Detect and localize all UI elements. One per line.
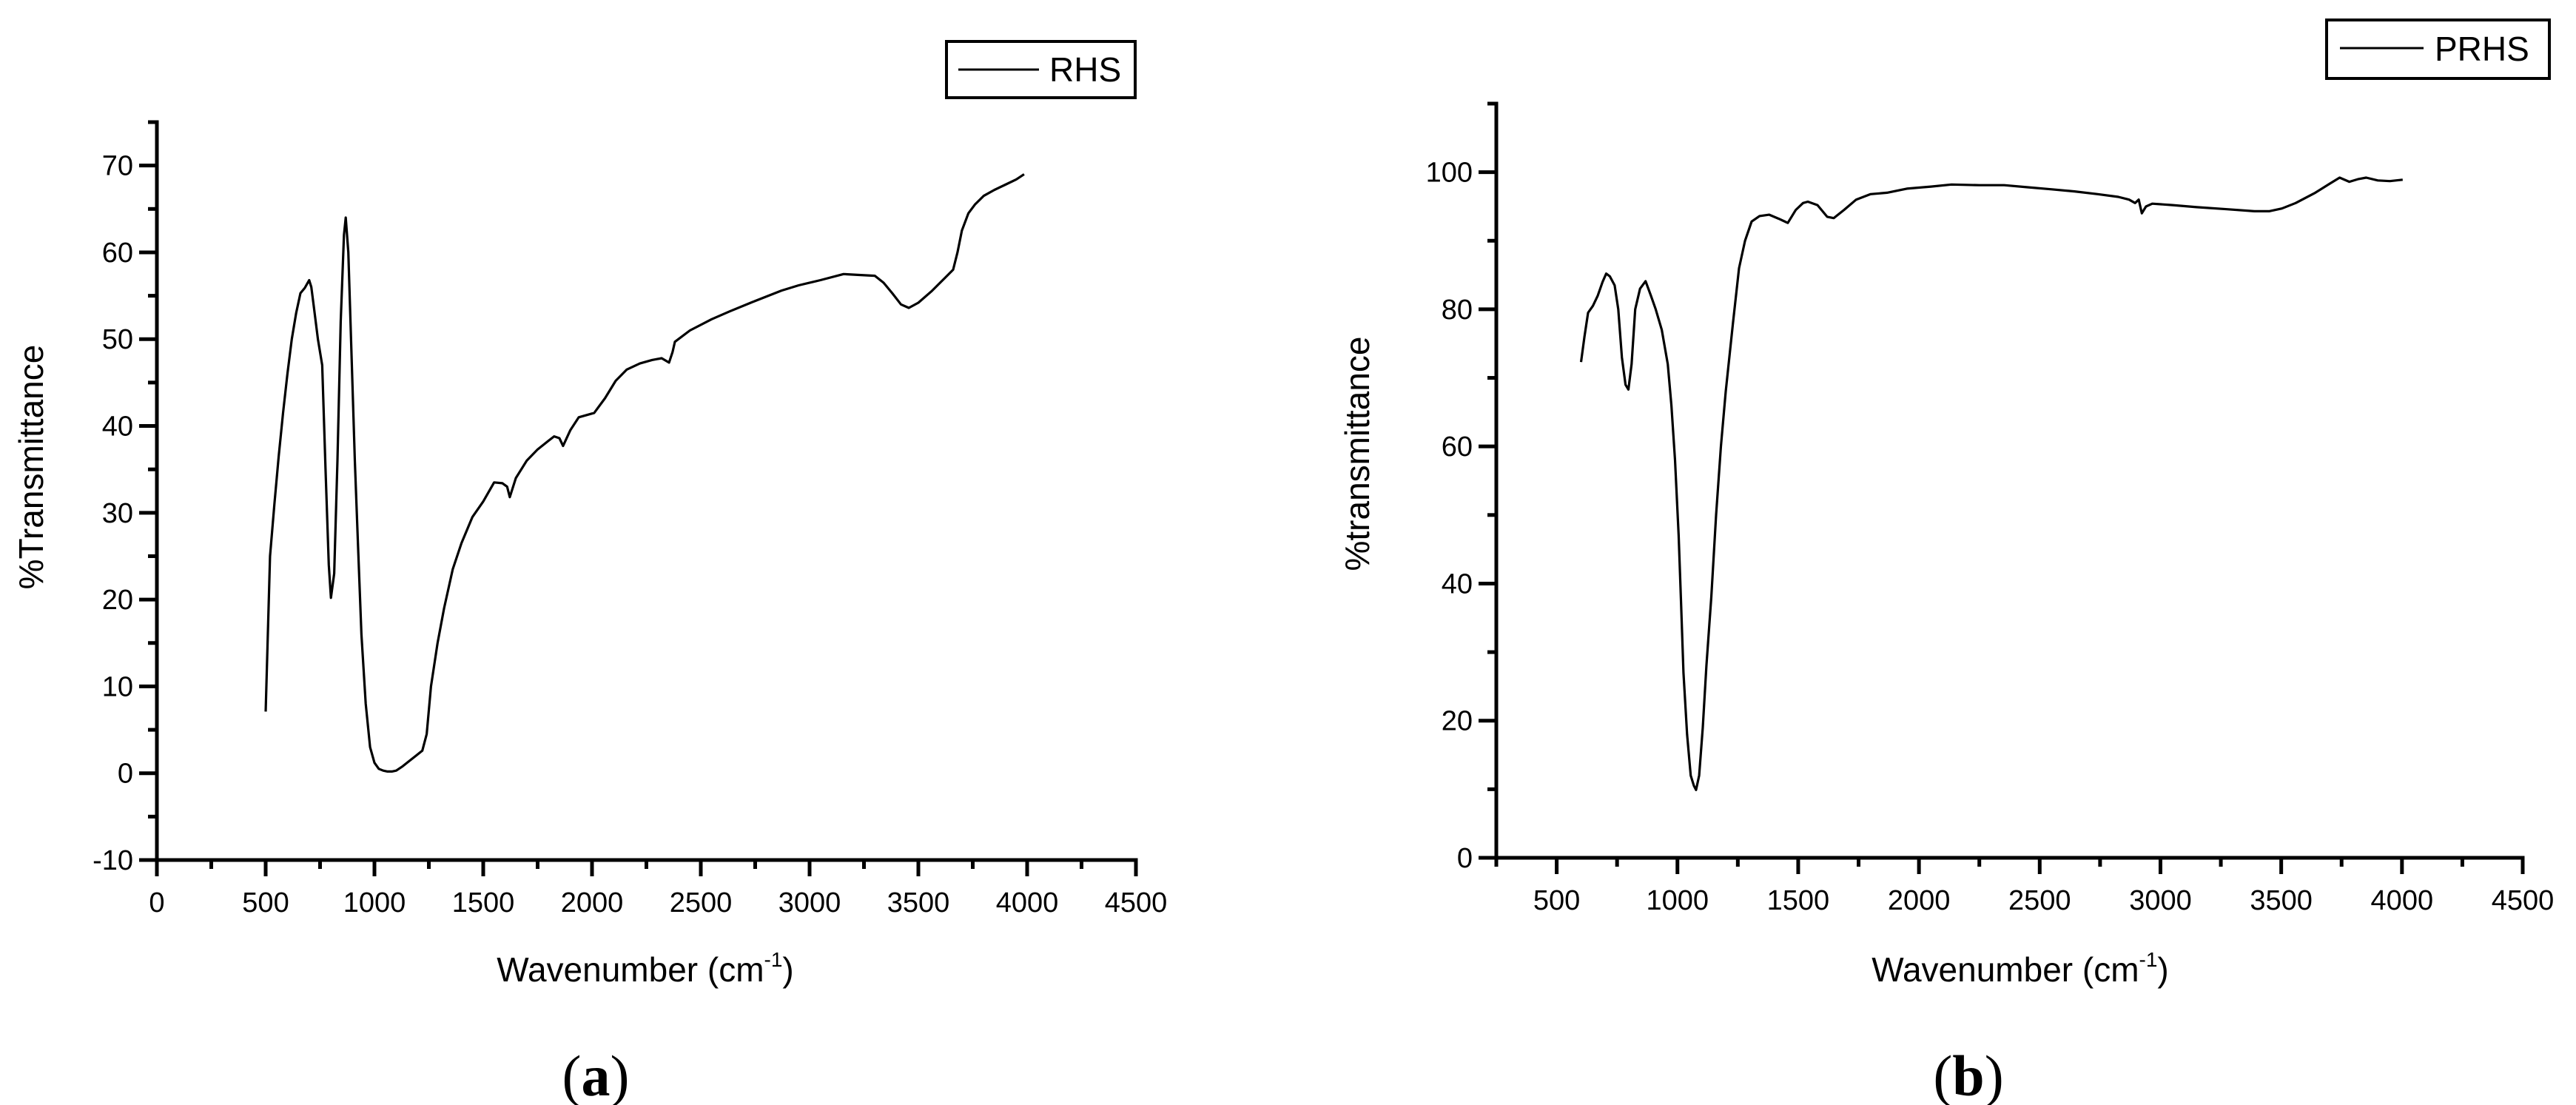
y-tick-label: 80	[1442, 295, 1473, 326]
x-tick-label: 4500	[1105, 887, 1168, 918]
panel-b-x-axis-title: Wavenumber (cm-1)	[1872, 948, 2169, 989]
y-tick-label: 40	[1442, 568, 1473, 599]
panel-b-caption-open: (	[1933, 1044, 1952, 1105]
y-tick-label: -10	[93, 845, 133, 876]
panel-a-caption-close: )	[611, 1044, 630, 1105]
x-tick-label: 3500	[887, 887, 950, 918]
x-tick-label: 500	[242, 887, 289, 918]
y-tick-label: 100	[1426, 158, 1473, 189]
y-tick-label: 0	[118, 759, 133, 790]
panel-b-chart: 0 20 40 60 80 100 500 1000 1500 2000 2500 3000 3500…	[1338, 19, 2555, 1105]
x-tick-label: 1000	[343, 887, 406, 918]
panel-a-axes: -10 0 10 20 30 40 50 60 70 0 500 1000 1500 2000 2500 3…	[93, 120, 1167, 918]
panel-b-caption: (b)	[1933, 1044, 2003, 1105]
y-tick-label: 70	[102, 151, 133, 182]
x-tick-label: 2000	[1888, 885, 1951, 916]
panel-a-x-axis-title-close: )	[782, 950, 793, 989]
panel-b-legend-label: PRHS	[2435, 30, 2529, 68]
panel-a-caption-letter: a	[582, 1044, 611, 1105]
x-tick-label: 2500	[2008, 885, 2071, 916]
panel-a-x-axis-title: Wavenumber (cm-1)	[497, 948, 794, 989]
panel-b-y-ticks: 0 20 40 60 80 100	[1426, 101, 1496, 874]
panel-b-legend: PRHS	[2325, 19, 2551, 80]
x-tick-label: 1000	[1646, 885, 1709, 916]
y-tick-label: 30	[102, 498, 133, 529]
panel-a-y-ticks: -10 0 10 20 30 40 50 60 70	[93, 120, 157, 876]
y-tick-label: 60	[102, 238, 133, 269]
x-tick-label: 4500	[2492, 885, 2555, 916]
x-tick-label: 2500	[670, 887, 733, 918]
panel-a-x-axis-title-sup: -1	[764, 948, 783, 971]
panel-a-legend-label: RHS	[1049, 50, 1121, 89]
y-tick-label: 0	[1457, 843, 1473, 874]
panel-a-x-ticks: 0 500 1000 1500 2000 2500 3000 3500 4000 4500	[149, 860, 1167, 918]
y-tick-label: 20	[102, 585, 133, 616]
y-tick-label: 20	[1442, 706, 1473, 737]
panel-a-legend: RHS	[945, 40, 1137, 99]
panel-a-chart: -10 0 10 20 30 40 50 60 70 0 500 1000 1500 2000 2500 3…	[12, 40, 1167, 1105]
x-tick-label: 0	[149, 887, 164, 918]
panel-b-x-axis-title-main: Wavenumber (cm	[1872, 950, 2139, 989]
panel-b-x-axis-title-close: )	[2157, 950, 2168, 989]
panel-b-x-axis-title-sup: -1	[2139, 948, 2158, 971]
x-tick-label: 4000	[996, 887, 1059, 918]
panel-a-rhs-spectrum-line	[264, 173, 1025, 773]
panel-a-caption-open: (	[562, 1044, 582, 1105]
panel-b-axes: 0 20 40 60 80 100 500 1000 1500 2000 2500 3000 3500…	[1426, 101, 2555, 916]
y-tick-label: 60	[1442, 431, 1473, 463]
panel-b-y-axis-title: %transmittance	[1338, 336, 1376, 571]
x-tick-label: 500	[1533, 885, 1580, 916]
panel-b-caption-close: )	[1985, 1044, 2004, 1105]
x-tick-label: 1500	[452, 887, 515, 918]
panel-a-caption: (a)	[562, 1044, 630, 1105]
y-tick-label: 10	[102, 671, 133, 702]
y-tick-label: 40	[102, 412, 133, 443]
panel-a-x-axis-title-main: Wavenumber (cm	[497, 950, 764, 989]
x-tick-label: 4000	[2371, 885, 2434, 916]
panel-b-caption-letter: b	[1952, 1044, 1984, 1105]
y-tick-label: 50	[102, 324, 133, 355]
x-tick-label: 2000	[561, 887, 624, 918]
x-tick-label: 3500	[2250, 885, 2313, 916]
x-tick-label: 3000	[778, 887, 841, 918]
x-tick-label: 3000	[2129, 885, 2192, 916]
x-tick-label: 1500	[1767, 885, 1830, 916]
panel-b-x-ticks: 500 1000 1500 2000 2500 3000 3500 4000 4500	[1494, 858, 2555, 916]
panel-a-y-axis-title: %Transmittance	[12, 345, 50, 590]
panel-b-prhs-spectrum-line	[1579, 176, 2403, 791]
